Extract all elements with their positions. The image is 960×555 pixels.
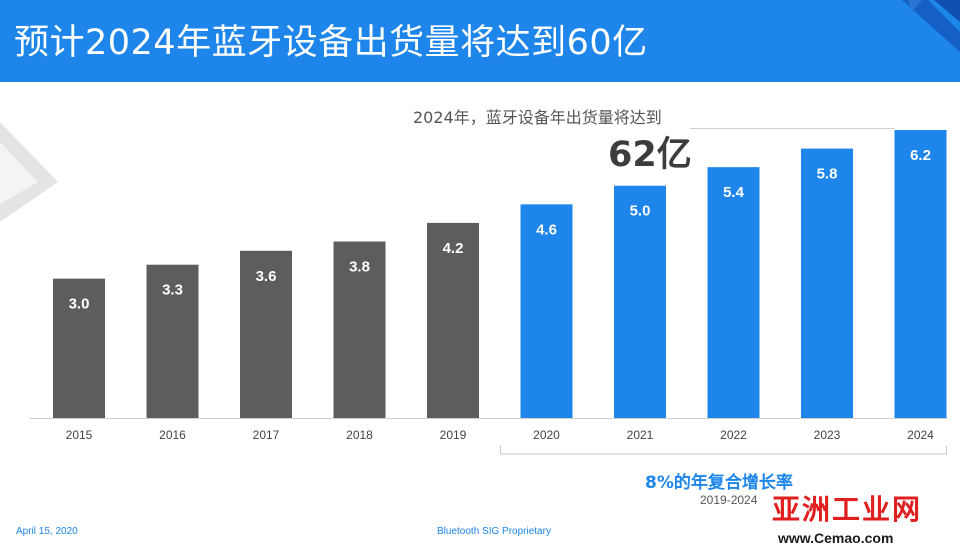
x-tick-label: 2015 [66, 428, 93, 442]
x-tick-label: 2024 [907, 428, 934, 442]
x-tick-label: 2022 [720, 428, 747, 442]
x-tick-label: 2020 [533, 428, 560, 442]
page-title: 预计2024年蓝牙设备出货量将达到60亿 [14, 23, 648, 63]
bar-2023 [801, 148, 853, 419]
cagr-period: 2019-2024 [700, 493, 758, 507]
x-tick-label: 2021 [627, 428, 654, 442]
bar-value-label: 5.8 [817, 166, 838, 183]
cagr-bracket [500, 446, 947, 455]
bar-2019 [427, 222, 479, 418]
footer-source: Bluetooth SIG Proprietary [437, 526, 551, 537]
bar-value-label: 3.0 [69, 296, 90, 313]
x-tick-label: 2016 [159, 428, 186, 442]
callout-label: 2024年，蓝牙设备年出货量将达到 [413, 108, 662, 127]
corner-decoration [0, 122, 58, 222]
bar-value-label: 3.3 [162, 282, 183, 299]
bar-2021 [614, 185, 666, 418]
bar-value-label: 5.0 [630, 203, 651, 220]
cagr-label: 8%的年复合增长率 [645, 473, 793, 493]
bar-2020 [520, 204, 573, 418]
footer-date: April 15, 2020 [16, 526, 78, 537]
bar-2015 [53, 278, 105, 418]
watermark-url: www.Cemao.com [778, 530, 894, 546]
logo-mark-icon [902, 0, 960, 52]
bar-2018 [333, 241, 386, 418]
bar-value-label: 4.6 [536, 221, 557, 238]
bar-2017 [240, 250, 292, 418]
x-tick-label: 2018 [346, 428, 373, 442]
bar-value-label: 3.8 [349, 258, 370, 275]
bar-value-label: 5.4 [723, 184, 745, 201]
bar-2016 [146, 264, 199, 418]
callout-value: 62亿 [608, 135, 692, 175]
header-banner: 预计2024年蓝牙设备出货量将达到60亿 [0, 0, 960, 82]
bar-2024 [894, 130, 947, 418]
bar-value-label: 3.6 [256, 268, 277, 285]
bar-value-label: 6.2 [910, 147, 931, 164]
x-tick-label: 2019 [440, 428, 467, 442]
watermark-title: 亚洲工业网 [772, 493, 923, 526]
watermark: 亚洲工业网 www.Cemao.com [752, 488, 952, 550]
x-tick-label: 2017 [253, 428, 280, 442]
bar-2022 [707, 167, 760, 418]
x-tick-label: 2023 [814, 428, 841, 442]
bar-value-label: 4.2 [443, 240, 464, 257]
